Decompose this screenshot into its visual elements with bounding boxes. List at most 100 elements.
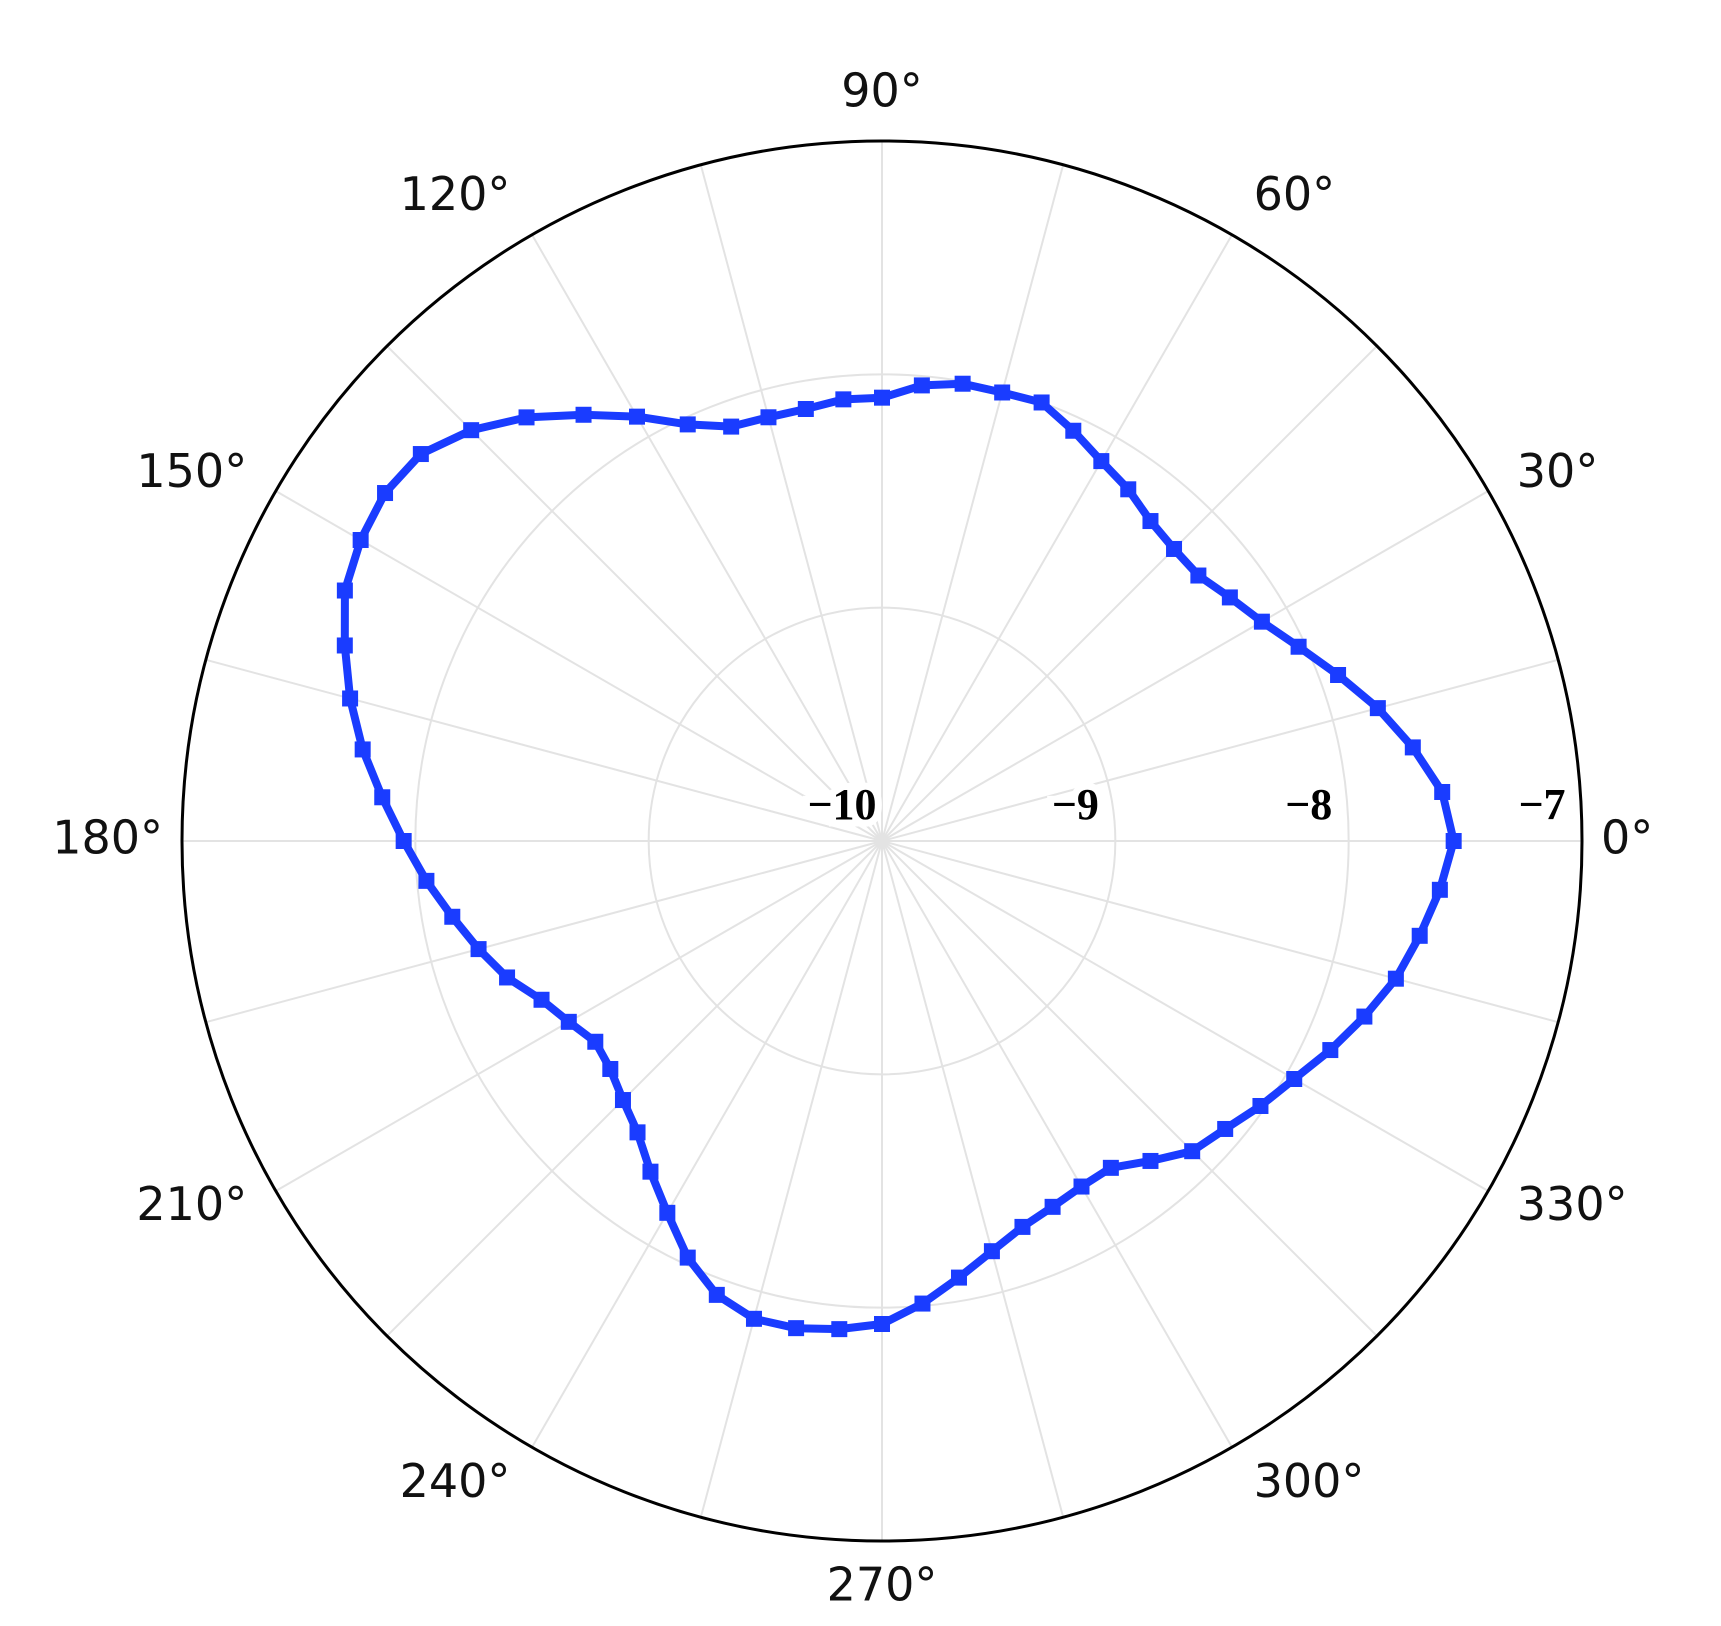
series-marker (1217, 1120, 1234, 1137)
angle-tick-label: 60° (1254, 167, 1336, 221)
angular-grid-line (881, 840, 1489, 1192)
series-marker (954, 375, 971, 392)
polar-frame (180, 139, 1584, 1543)
series-marker (395, 833, 412, 849)
radial-tick-label: −10 (807, 780, 876, 829)
series-marker (1221, 589, 1238, 606)
angular-grid-line (881, 234, 1233, 842)
series-marker (723, 418, 740, 435)
series-marker (377, 485, 394, 502)
series-marker (614, 1092, 631, 1109)
series-marker (1184, 1143, 1201, 1160)
angular-grid-line (881, 345, 1378, 842)
series-marker (352, 532, 369, 548)
series-marker (1431, 881, 1448, 898)
series-marker (1093, 453, 1110, 470)
angular-grid-line (881, 840, 1065, 1518)
series-marker (994, 384, 1011, 401)
series-marker (708, 1286, 725, 1303)
angular-grid-line (386, 840, 883, 1337)
series-marker (1404, 739, 1421, 756)
series-marker (602, 1060, 619, 1077)
series-marker (1290, 638, 1307, 655)
series-marker (760, 409, 777, 426)
series-marker (1120, 481, 1137, 498)
angle-tick-label: 120° (400, 167, 511, 221)
angular-grid-line (699, 164, 883, 842)
angle-tick-label: 90° (841, 64, 923, 118)
series-line (340, 379, 1458, 1334)
series-marker (336, 637, 353, 654)
series-marker (518, 409, 535, 426)
series-marker (629, 1124, 646, 1141)
angle-tick-label: 210° (136, 1177, 247, 1231)
series-marker (914, 1295, 931, 1312)
series-marker (874, 1316, 890, 1332)
angle-tick-label: 330° (1517, 1177, 1628, 1231)
series-marker (950, 1269, 967, 1286)
series-marker (444, 908, 461, 925)
angle-tick-label: 0° (1601, 811, 1653, 865)
series-marker (1102, 1159, 1119, 1176)
radial-tick-label: −7 (1518, 780, 1565, 829)
series-marker (587, 1033, 604, 1050)
series-marker (342, 690, 359, 707)
radial-grid-circle (414, 373, 1350, 1309)
angular-grid-line (205, 658, 883, 842)
angle-tick-label: 300° (1254, 1454, 1365, 1508)
series-marker (354, 741, 371, 758)
series-marker (745, 1310, 762, 1327)
radial-tick-label: −8 (1285, 780, 1332, 829)
angle-tick-label: 270° (827, 1558, 938, 1612)
angular-grid-line (881, 490, 1489, 842)
angular-grid-line (881, 164, 1065, 842)
angular-grid-line (531, 234, 883, 842)
angle-tick-label: 240° (400, 1454, 511, 1508)
series-marker (1411, 927, 1428, 944)
series-marker (1356, 1008, 1373, 1025)
radial-grid-circle (647, 606, 1117, 1076)
series-marker (1190, 567, 1207, 584)
angular-grid-line (881, 840, 1233, 1448)
series-marker (575, 406, 592, 423)
series-marker (659, 1204, 676, 1221)
radial-tick-label: −9 (1052, 780, 1099, 829)
series-marker (1322, 1042, 1339, 1059)
series-marker (1253, 613, 1270, 630)
series-marker (1073, 1178, 1090, 1195)
series-marker (629, 408, 645, 425)
angular-grid-line (881, 840, 1559, 1024)
series-marker (788, 1320, 805, 1337)
series-marker (1014, 1218, 1031, 1235)
series-marker (913, 377, 930, 394)
series-marker (1434, 783, 1451, 800)
series-marker (1252, 1097, 1269, 1114)
series-marker (463, 422, 480, 439)
series-marker (642, 1163, 659, 1180)
series-marker (874, 389, 890, 406)
series-marker (1065, 422, 1082, 439)
series-marker (1445, 833, 1462, 849)
series-marker (470, 941, 487, 958)
series-marker (1166, 540, 1183, 557)
series-marker (831, 1321, 848, 1338)
series-marker (412, 446, 429, 463)
angular-grid-line (275, 490, 883, 842)
series-marker (1369, 700, 1386, 717)
series-marker (1044, 1198, 1061, 1215)
series-marker (1142, 513, 1159, 530)
series-marker (797, 400, 814, 417)
series-marker (1286, 1071, 1303, 1087)
angular-grid-line (881, 840, 1378, 1337)
angle-tick-label: 150° (136, 444, 247, 498)
angular-grid-line (699, 840, 883, 1518)
series-marker (1033, 394, 1050, 411)
series-marker (533, 991, 550, 1008)
series-marker (418, 872, 435, 889)
angle-tick-label: 30° (1517, 444, 1599, 498)
series-marker (983, 1243, 1000, 1260)
angular-grid-line (881, 658, 1559, 842)
angular-grid-line (275, 840, 883, 1192)
series-marker (679, 1249, 696, 1266)
series-marker (336, 582, 353, 599)
